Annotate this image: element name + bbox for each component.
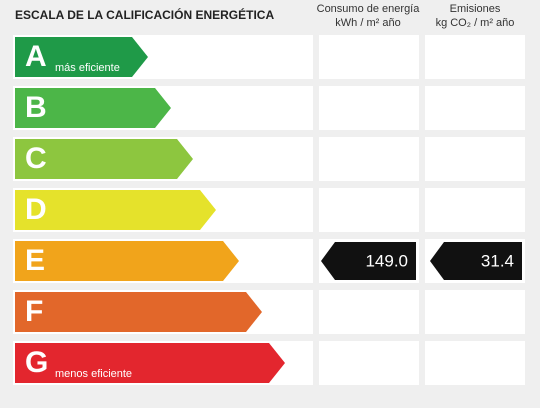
emissions-cell (425, 137, 525, 181)
rating-letter: E (25, 244, 45, 277)
rating-arrow (15, 292, 262, 332)
consumption-unit: kWh / m² año (335, 17, 400, 29)
consumption-arrow (321, 242, 416, 280)
consumption-cell (319, 341, 419, 385)
rating-arrow (15, 241, 239, 281)
consumption-cell (319, 137, 419, 181)
rating-arrow (15, 88, 171, 128)
rating-letter: D (25, 193, 47, 226)
consumption-cell (319, 188, 419, 232)
rating-letter: B (25, 91, 47, 124)
emissions-value: 31.4 (481, 251, 514, 270)
consumption-value: 149.0 (365, 251, 408, 270)
consumption-cell (319, 290, 419, 334)
rating-letter: G (25, 346, 48, 379)
rating-letter: A (25, 40, 47, 73)
emissions-cell (425, 86, 525, 130)
rating-arrow (15, 139, 193, 179)
rating-arrow (15, 190, 216, 230)
rating-note: menos eficiente (55, 368, 132, 380)
emissions-cell (425, 290, 525, 334)
rating-arrow (15, 37, 148, 77)
title: ESCALA DE LA CALIFICACIÓN ENERGÉTICA (15, 7, 274, 22)
rating-arrow (15, 343, 285, 383)
emissions-unit: kg CO₂ / m² año (436, 17, 515, 29)
emissions-cell (425, 188, 525, 232)
consumption-cell (319, 86, 419, 130)
emissions-cell (425, 341, 525, 385)
consumption-title: Consumo de energía (317, 3, 421, 15)
emissions-arrow (430, 242, 522, 280)
emissions-title: Emisiones (450, 3, 501, 15)
emissions-cell (425, 35, 525, 79)
rating-letter: F (25, 295, 43, 328)
rating-note: más eficiente (55, 62, 120, 74)
rating-letter: C (25, 142, 47, 175)
consumption-cell (319, 35, 419, 79)
